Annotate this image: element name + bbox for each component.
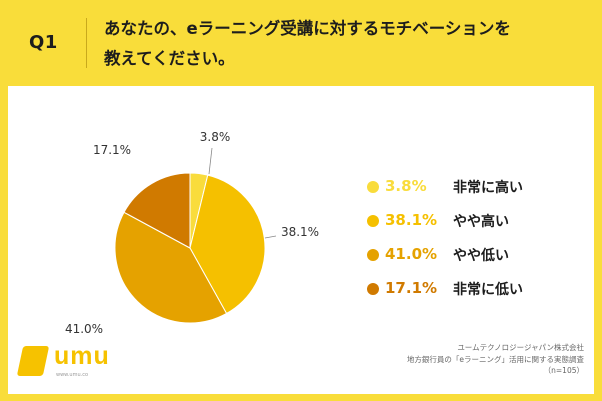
header: Q1 あなたの、eラーニング受講に対するモチベーションを 教えてください。 (0, 0, 602, 86)
pie-slice (123, 172, 191, 249)
pie-data-label: 41.0% (65, 322, 103, 336)
legend-value: 38.1% (385, 211, 438, 229)
question-line-2: 教えてください。 (104, 49, 235, 68)
source-sample-size: （n=105） (543, 366, 584, 375)
pie-chart: 3.8% 38.1% 41.0% 17.1% (65, 130, 319, 336)
legend-item: 41.0% やや低い (367, 244, 567, 278)
legend-label: やや高い (453, 214, 509, 230)
legend-item: 17.1% 非常に低い (367, 278, 567, 312)
legend-value: 3.8% (385, 177, 427, 195)
question-number: Q1 (29, 32, 58, 53)
pie-slice (114, 211, 228, 324)
legend-value: 17.1% (385, 279, 438, 297)
chart-panel (8, 86, 594, 394)
pie-data-label: 3.8% (200, 130, 231, 144)
legend-label: 非常に低い (453, 282, 523, 298)
legend-item: 3.8% 非常に高い (367, 176, 567, 210)
legend-swatch (367, 215, 379, 227)
legend-label: やや低い (453, 248, 509, 264)
leader-line (208, 147, 213, 175)
legend-value: 41.0% (385, 245, 438, 263)
source-company: ユームテクノロジージャパン株式会社 (457, 343, 584, 352)
legend-swatch (367, 181, 379, 193)
legend-swatch (367, 283, 379, 295)
pie-data-label: 38.1% (281, 225, 319, 239)
header-divider (86, 18, 87, 68)
logo-text: umu (54, 342, 110, 370)
legend-swatch (367, 249, 379, 261)
question-text: あなたの、eラーニング受講に対するモチベーションを 教えてください。 (104, 14, 584, 74)
question-line-1: あなたの、eラーニング受講に対するモチベーションを (104, 19, 511, 38)
leader-line (264, 235, 277, 239)
legend-label: 非常に高い (453, 180, 523, 196)
legend: 3.8% 非常に高い 38.1% やや高い 41.0% やや低い 17.1% 非… (367, 176, 567, 312)
pie-data-label: 17.1% (93, 143, 131, 157)
logo-url: www.umu.co (56, 372, 89, 378)
legend-item: 38.1% やや高い (367, 210, 567, 244)
logo-mark-icon (16, 346, 50, 376)
source-survey: 地方銀行員の「eラーニング」活用に関する実態調査 (406, 354, 584, 364)
pie-slice (189, 174, 266, 315)
source-note: ユームテクノロジージャパン株式会社 地方銀行員の「eラーニング」活用に関する実態… (334, 342, 584, 377)
umu-logo: umu www.umu.co (16, 342, 130, 384)
